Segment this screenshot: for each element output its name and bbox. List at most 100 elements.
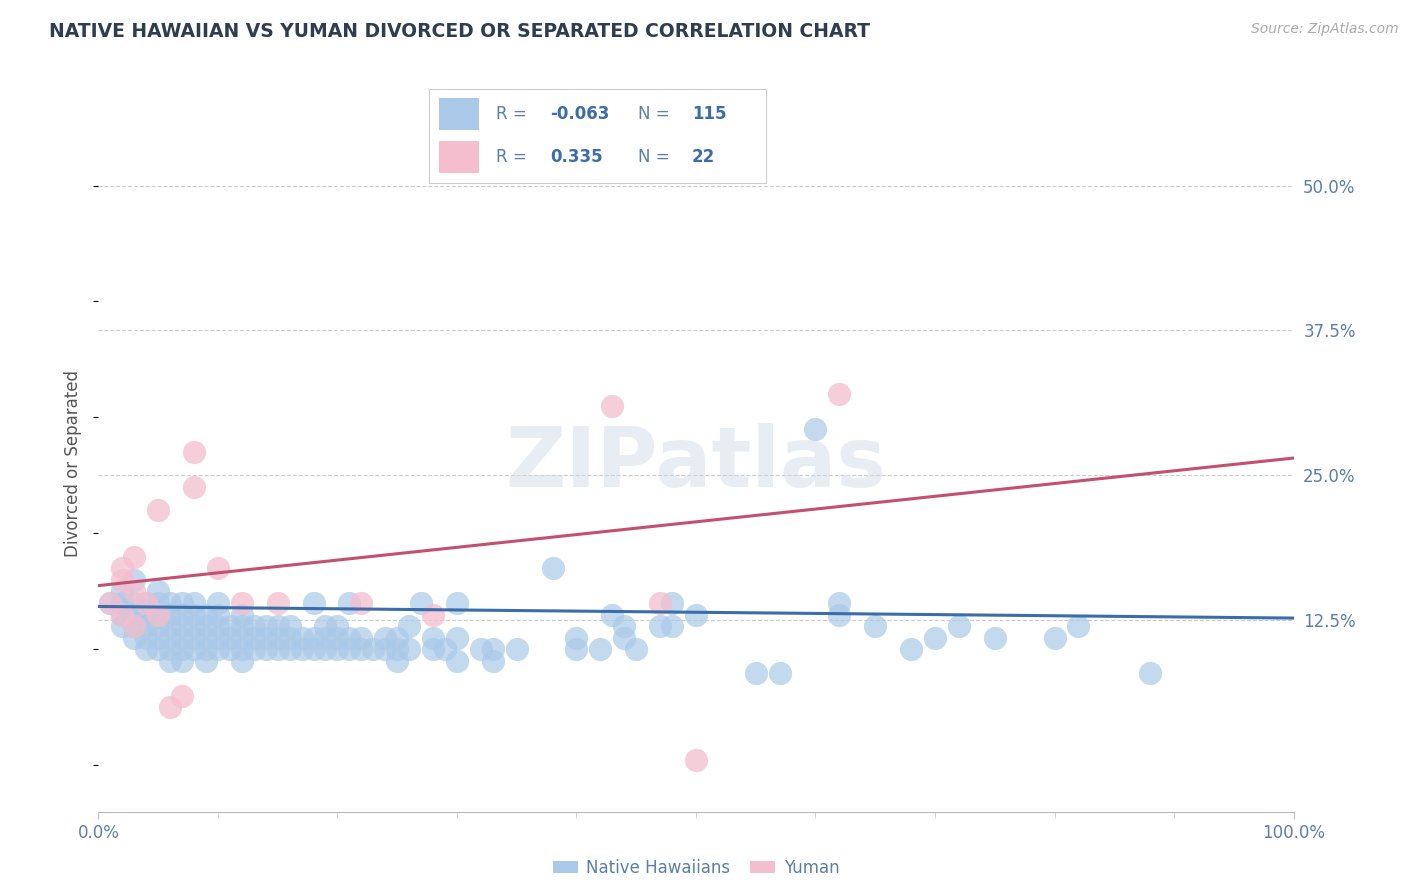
Point: [159, 631, 181, 645]
Point: [278, 631, 301, 645]
Point: [194, 607, 218, 622]
Point: [685, 753, 707, 767]
Text: N =: N =: [638, 148, 675, 166]
Point: [194, 642, 218, 657]
Text: Source: ZipAtlas.com: Source: ZipAtlas.com: [1251, 22, 1399, 37]
Point: [374, 631, 396, 645]
Point: [148, 631, 170, 645]
Point: [433, 642, 456, 657]
Point: [315, 619, 337, 633]
Point: [350, 631, 373, 645]
Point: [183, 619, 205, 633]
Point: [339, 631, 360, 645]
Point: [111, 561, 134, 575]
Point: [267, 631, 290, 645]
Point: [148, 642, 170, 657]
Point: [900, 642, 922, 657]
Point: [231, 642, 253, 657]
Point: [385, 642, 409, 657]
Point: [446, 631, 468, 645]
Point: [243, 642, 266, 657]
Point: [385, 654, 409, 668]
Point: [254, 642, 277, 657]
Point: [446, 596, 468, 610]
Point: [124, 619, 146, 633]
Point: [172, 689, 194, 703]
Point: [661, 619, 683, 633]
Point: [172, 654, 194, 668]
Point: [339, 596, 360, 610]
Point: [183, 607, 205, 622]
Point: [422, 631, 444, 645]
Point: [613, 631, 636, 645]
Point: [159, 607, 181, 622]
Point: [135, 596, 157, 610]
Point: [828, 607, 851, 622]
Point: [828, 387, 851, 401]
Point: [183, 642, 205, 657]
Point: [446, 654, 468, 668]
Point: [481, 642, 505, 657]
Point: [159, 642, 181, 657]
Text: 0.335: 0.335: [550, 148, 603, 166]
Point: [159, 596, 181, 610]
Point: [231, 654, 253, 668]
Point: [111, 619, 134, 633]
Point: [661, 596, 683, 610]
Point: [148, 596, 170, 610]
Point: [219, 619, 242, 633]
Point: [267, 642, 290, 657]
Point: [231, 619, 253, 633]
Point: [231, 631, 253, 645]
Point: [124, 631, 146, 645]
Point: [291, 631, 314, 645]
Point: [804, 422, 827, 436]
Point: [685, 607, 707, 622]
Point: [194, 619, 218, 633]
Point: [111, 573, 134, 587]
Point: [565, 642, 588, 657]
Point: [111, 607, 134, 622]
Point: [231, 607, 253, 622]
Point: [194, 631, 218, 645]
Point: [148, 607, 170, 622]
Point: [326, 619, 349, 633]
Point: [124, 619, 146, 633]
Point: [183, 631, 205, 645]
Point: [350, 596, 373, 610]
Point: [207, 596, 229, 610]
Point: [315, 631, 337, 645]
Point: [385, 631, 409, 645]
Text: -0.063: -0.063: [550, 105, 610, 123]
Text: R =: R =: [496, 105, 533, 123]
Point: [828, 596, 851, 610]
Point: [183, 480, 205, 494]
Point: [302, 642, 325, 657]
Point: [350, 642, 373, 657]
Point: [948, 619, 970, 633]
Point: [207, 631, 229, 645]
Point: [183, 445, 205, 459]
Point: [98, 596, 122, 610]
Point: [398, 642, 420, 657]
Point: [254, 631, 277, 645]
Point: [124, 607, 146, 622]
Y-axis label: Divorced or Separated: Divorced or Separated: [65, 370, 83, 558]
Point: [159, 619, 181, 633]
Point: [339, 642, 360, 657]
Point: [148, 619, 170, 633]
Point: [124, 573, 146, 587]
Point: [315, 642, 337, 657]
Point: [243, 631, 266, 645]
Text: 115: 115: [692, 105, 727, 123]
Point: [326, 642, 349, 657]
Point: [135, 642, 157, 657]
Point: [374, 642, 396, 657]
Point: [194, 654, 218, 668]
Text: R =: R =: [496, 148, 533, 166]
Text: 22: 22: [692, 148, 716, 166]
Point: [363, 642, 385, 657]
Point: [745, 665, 768, 680]
Point: [207, 561, 229, 575]
Point: [98, 596, 122, 610]
